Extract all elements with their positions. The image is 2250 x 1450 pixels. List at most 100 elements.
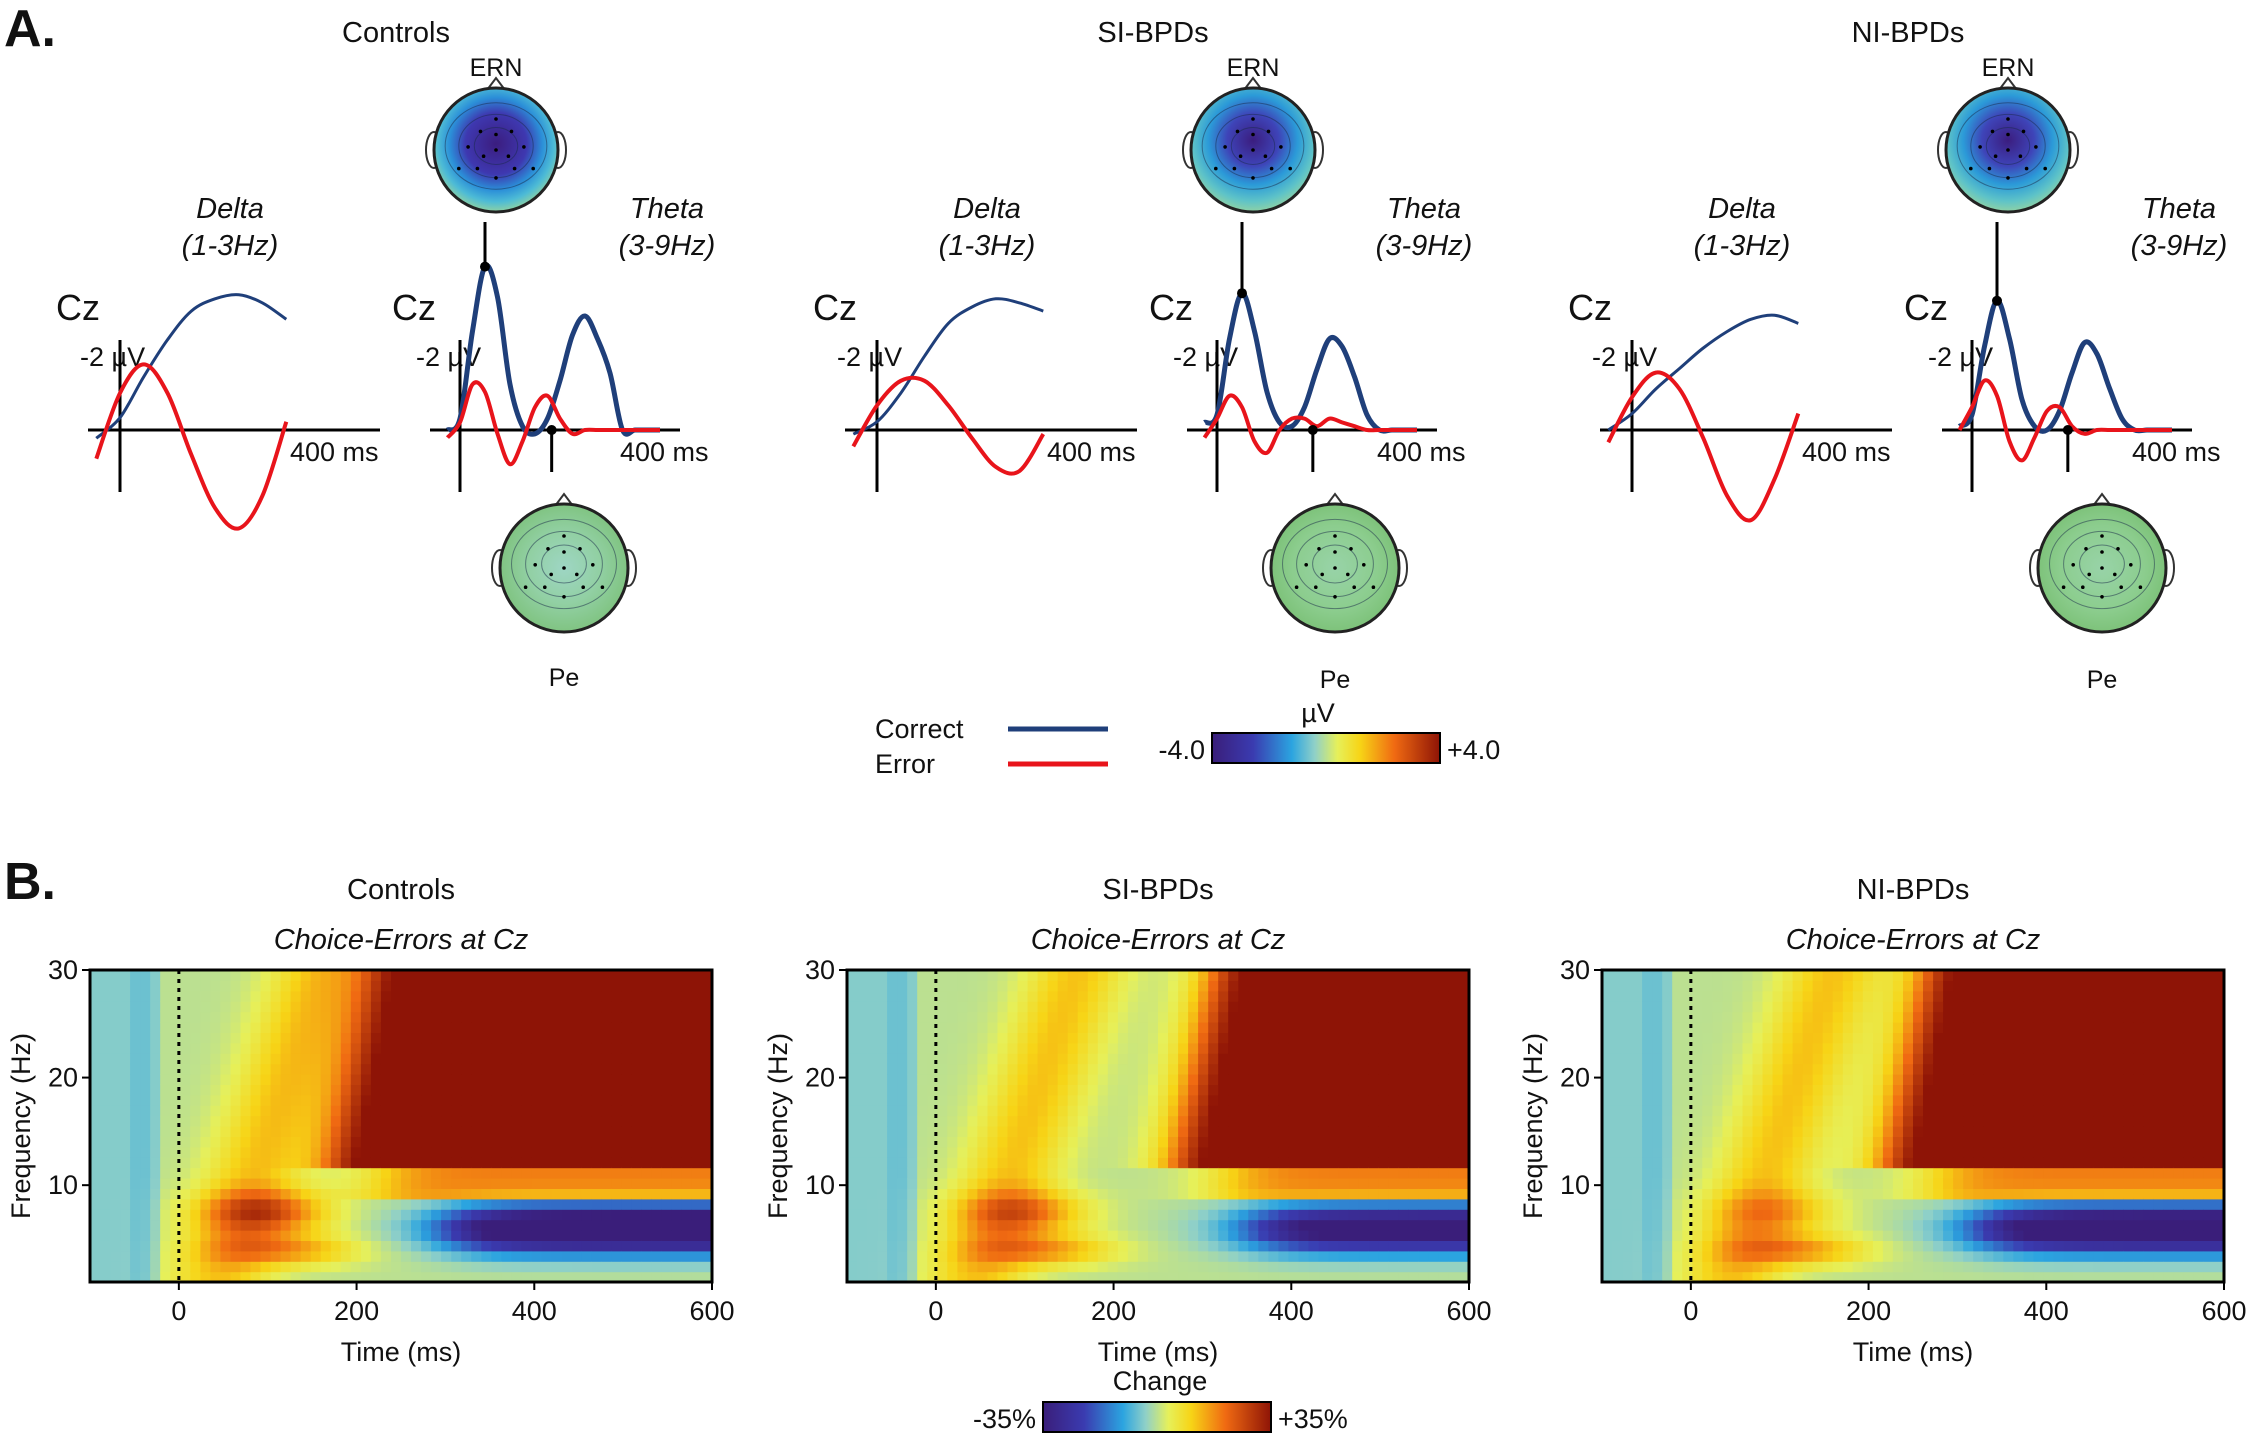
heat-cell	[1672, 1157, 1683, 1169]
heat-cell	[867, 1042, 878, 1054]
heat-cell	[1278, 1146, 1289, 1158]
electrode-dot	[1346, 572, 1350, 577]
heat-cell	[1702, 1250, 1713, 1262]
heat-cell	[561, 1022, 573, 1033]
heat-cell	[320, 1084, 332, 1096]
heat-cell	[1077, 1011, 1089, 1023]
heat-cell	[877, 1271, 888, 1283]
heat-cell	[917, 1115, 928, 1127]
heat-cell	[1318, 1084, 1330, 1096]
heat-cell	[310, 1250, 322, 1262]
heat-cell	[1752, 1209, 1764, 1221]
heat-cell	[531, 990, 542, 1002]
heat-cell	[180, 1230, 191, 1241]
heat-cell	[1107, 1261, 1119, 1273]
heat-cell	[1248, 1011, 1259, 1023]
heat-cell	[100, 1157, 111, 1169]
heat-cell	[451, 1157, 462, 1169]
heat-cell	[1107, 1188, 1119, 1200]
heat-cell	[1742, 1157, 1754, 1169]
x-tick-label: 600	[1446, 1296, 1491, 1326]
heat-cell	[907, 1230, 918, 1241]
heat-cell	[581, 1219, 593, 1231]
heat-cell	[531, 1105, 542, 1117]
delta-label: Delta	[1708, 193, 1776, 225]
heat-cell	[380, 1136, 392, 1148]
heat-cell	[140, 1022, 151, 1033]
heat-cell	[541, 1157, 553, 1169]
heat-cell	[90, 1053, 101, 1065]
heat-cell	[1602, 1011, 1613, 1023]
heat-cell	[1642, 1188, 1653, 1200]
heat-cell	[1188, 1053, 1199, 1065]
heat-cell	[511, 1271, 522, 1283]
heat-cell	[140, 1188, 151, 1200]
heat-cell	[1037, 1001, 1049, 1013]
heat-cell	[360, 1126, 372, 1137]
heat-cell	[100, 1219, 111, 1231]
heat-cell	[947, 1146, 958, 1158]
heat-cell	[100, 1230, 111, 1241]
heat-cell	[100, 1198, 111, 1210]
heat-cell	[1862, 1167, 1874, 1179]
heat-cell	[90, 1250, 101, 1262]
heat-cell	[1228, 980, 1239, 992]
heat-cell	[702, 1146, 713, 1158]
heat-cell	[1782, 1011, 1794, 1023]
heat-cell	[1418, 1240, 1430, 1252]
heat-cell	[907, 1032, 918, 1044]
heat-cell	[320, 980, 332, 992]
heat-cell	[230, 970, 242, 981]
heat-cell	[290, 1250, 302, 1262]
heat-cell	[1602, 1250, 1613, 1262]
heat-cell	[681, 1271, 693, 1283]
heat-cell	[401, 1042, 412, 1054]
heat-cell	[1278, 1209, 1289, 1221]
heat-cell	[1752, 1022, 1764, 1033]
contour	[1282, 518, 1388, 610]
heat-cell	[1107, 1011, 1119, 1023]
heat-cell	[1682, 1178, 1693, 1189]
heat-cell	[330, 1094, 342, 1106]
heat-cell	[601, 1126, 613, 1137]
heat-cell	[681, 1136, 693, 1148]
heat-cell	[631, 1219, 643, 1231]
heat-cell	[1308, 1084, 1320, 1096]
heat-cell	[1258, 1240, 1269, 1252]
heat-cell	[1732, 1042, 1743, 1054]
heat-cell	[1862, 1053, 1874, 1065]
heat-cell	[977, 1001, 988, 1013]
heat-cell	[897, 1209, 908, 1221]
heat-cell	[1278, 1105, 1289, 1117]
heat-cell	[601, 1198, 613, 1210]
heat-cell	[927, 1198, 938, 1210]
heat-cell	[170, 990, 181, 1002]
heat-cell	[1087, 1271, 1099, 1283]
heat-cell	[1832, 1178, 1844, 1189]
heat-cell	[441, 1094, 452, 1106]
heat-cell	[1852, 1032, 1864, 1044]
heat-cell	[601, 1250, 613, 1262]
heat-cell	[551, 1084, 563, 1096]
heat-cell	[1168, 980, 1179, 992]
heat-cell	[867, 1053, 878, 1065]
heat-cell	[1772, 1084, 1784, 1096]
heat-cell	[1288, 990, 1299, 1002]
heat-cell	[320, 1230, 332, 1241]
heat-cell	[1178, 1094, 1189, 1106]
heat-cell	[280, 1063, 292, 1075]
heat-cell	[1642, 1240, 1653, 1252]
electrode-dot	[578, 547, 582, 551]
heat-cell	[1398, 1157, 1410, 1169]
heat-cell	[100, 980, 111, 992]
heat-cell	[250, 1094, 262, 1106]
heat-cell	[1652, 1115, 1663, 1127]
heat-cell	[957, 1115, 968, 1127]
heat-cell	[1802, 1250, 1814, 1262]
heat-cell	[1228, 1063, 1239, 1075]
heat-cell	[1228, 1219, 1239, 1231]
heat-cell	[401, 970, 412, 981]
heat-cell	[1358, 1022, 1370, 1033]
heat-cell	[1852, 1178, 1864, 1189]
heat-cell	[1772, 1146, 1784, 1158]
